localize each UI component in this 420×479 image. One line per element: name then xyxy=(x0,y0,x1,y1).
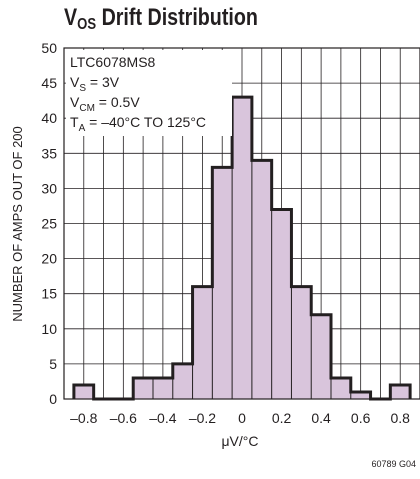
y-tick-label: 15 xyxy=(41,286,57,302)
figure-code: 60789 G04 xyxy=(371,459,416,469)
histogram-bar xyxy=(350,391,371,399)
histogram-outline-path xyxy=(72,95,412,401)
x-tick-label: 0.6 xyxy=(351,410,371,426)
y-tick-labels: 0 5 10 15 20 25 30 35 40 45 50 xyxy=(41,40,57,407)
y-tick-label: 40 xyxy=(41,110,57,126)
plot-frame xyxy=(63,47,420,400)
annotation-line: VCM = 0.5V xyxy=(70,94,140,114)
histogram-bar xyxy=(251,160,272,399)
y-tick-label: 50 xyxy=(41,40,57,56)
x-tick-label: 0.2 xyxy=(272,410,292,426)
histogram-bar xyxy=(311,314,331,399)
y-tick-label: 45 xyxy=(41,75,57,91)
histogram-outline xyxy=(72,95,412,401)
annotation-line: VS = 3V xyxy=(70,74,120,94)
histogram-bar xyxy=(153,377,173,399)
y-tick-label: 20 xyxy=(41,251,57,267)
histogram-bars xyxy=(73,97,411,399)
y-tick-label: 10 xyxy=(41,321,57,337)
annotation-line: TA = –40°C TO 125°C xyxy=(70,114,206,134)
x-tick-label: –0.6 xyxy=(110,410,137,426)
histogram-bar xyxy=(133,377,153,399)
y-tick-label: 35 xyxy=(41,145,57,161)
histogram-bar xyxy=(192,286,213,399)
y-tick-label: 0 xyxy=(49,391,57,407)
y-tick-label: 25 xyxy=(41,216,57,232)
x-tick-label: 0 xyxy=(238,410,246,426)
x-tick-labels: –0.8 –0.6 –0.4 –0.2 0 0.2 0.4 0.6 0.8 xyxy=(70,410,410,426)
histogram-bar xyxy=(212,167,233,399)
histogram-bar xyxy=(390,384,411,399)
histogram-bar xyxy=(73,384,94,399)
x-tick-label: 0.4 xyxy=(311,410,331,426)
x-tick-label: –0.2 xyxy=(189,410,216,426)
histogram-bar xyxy=(232,97,252,399)
annotation-box xyxy=(66,50,232,136)
annotation-line: LTC6078MS8 xyxy=(70,54,156,70)
y-tick-label: 30 xyxy=(41,180,57,196)
x-axis-label: μV/°C xyxy=(221,433,258,449)
x-tick-label: –0.8 xyxy=(70,410,97,426)
y-axis-label: NUMBER OF AMPS OUT OF 200 xyxy=(10,126,25,322)
histogram-bar xyxy=(291,286,312,399)
x-tick-label: 0.8 xyxy=(390,410,410,426)
histogram-bar xyxy=(331,377,351,399)
x-tick-label: –0.4 xyxy=(149,410,176,426)
histogram-bar xyxy=(271,209,292,399)
histogram-bar xyxy=(172,363,193,399)
y-tick-label: 5 xyxy=(49,356,57,372)
chart-title: VOS Drift Distribution xyxy=(64,4,258,33)
